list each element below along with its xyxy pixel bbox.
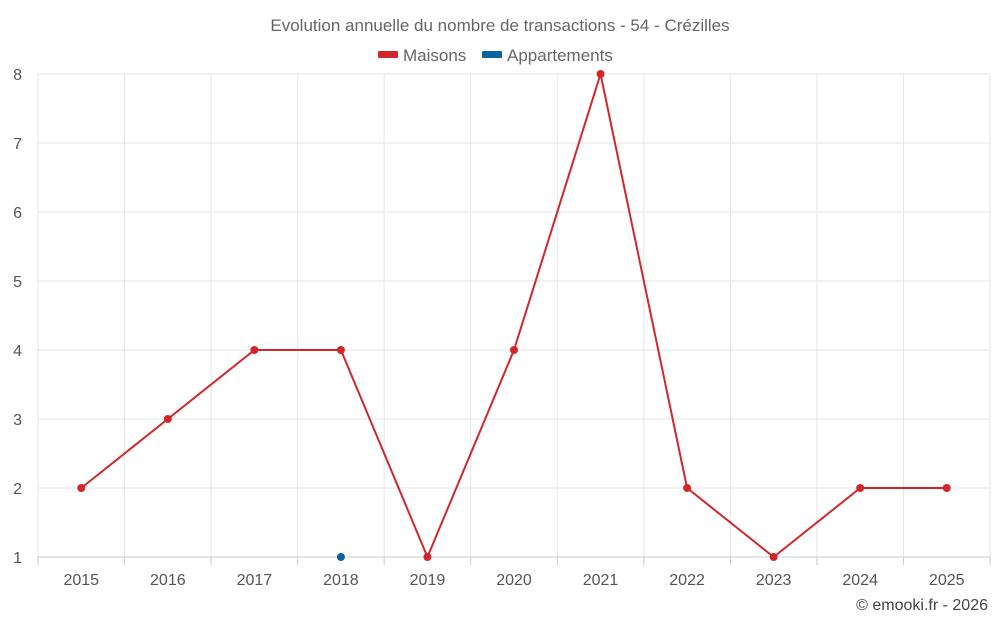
x-tick-label: 2021 (583, 572, 619, 589)
axes: 1 2 3 4 5 6 7 8 2015 2016 2017 2018 2019 2020 2021 2022… (13, 67, 991, 589)
x-tick-label: 2018 (323, 572, 359, 589)
x-tick-label: 2025 (929, 572, 965, 589)
data-point-maisons[interactable] (77, 484, 86, 492)
legend-swatch-appartements (482, 51, 502, 58)
legend-label-appartements: Appartements (507, 46, 613, 65)
x-tick-label: 2023 (756, 572, 792, 589)
data-point-maisons[interactable] (510, 346, 518, 354)
chart-title: Evolution annuelle du nombre de transact… (270, 16, 729, 35)
x-tick-label: 2017 (237, 572, 273, 589)
y-tick-label: 7 (13, 136, 22, 153)
series (77, 70, 951, 561)
y-tick-label: 6 (13, 205, 22, 222)
grid (37, 73, 991, 557)
data-point-appartements[interactable] (336, 553, 345, 561)
data-point-maisons[interactable] (336, 346, 345, 354)
y-tick-label: 4 (13, 343, 22, 360)
legend-item-appartements[interactable]: Appartements (482, 46, 613, 65)
legend-item-maisons[interactable]: Maisons (378, 46, 466, 65)
legend-swatch-maisons (378, 51, 398, 58)
x-tick-label: 2016 (150, 572, 186, 589)
x-tick-label: 2022 (669, 572, 705, 589)
data-point-maisons[interactable] (683, 484, 692, 492)
data-point-maisons[interactable] (596, 70, 605, 78)
data-point-maisons[interactable] (856, 484, 865, 492)
x-tick-label: 2015 (63, 572, 99, 589)
y-tick-label: 2 (13, 481, 22, 498)
data-point-maisons[interactable] (769, 553, 778, 561)
legend: Maisons Appartements (378, 46, 613, 65)
data-point-maisons[interactable] (250, 346, 259, 354)
y-tick-label: 1 (13, 550, 22, 567)
y-tick-label: 3 (13, 412, 22, 429)
credit-text: © emooki.fr - 2026 (856, 597, 988, 614)
data-point-maisons[interactable] (942, 484, 951, 492)
legend-label-maisons: Maisons (403, 46, 466, 65)
x-tick-label: 2020 (496, 572, 532, 589)
y-tick-label: 8 (13, 67, 22, 84)
y-tick-label: 5 (13, 274, 22, 291)
data-point-maisons[interactable] (423, 553, 432, 561)
x-tick-label: 2019 (410, 572, 446, 589)
data-point-maisons[interactable] (163, 415, 172, 423)
x-tick-label: 2024 (842, 572, 878, 589)
